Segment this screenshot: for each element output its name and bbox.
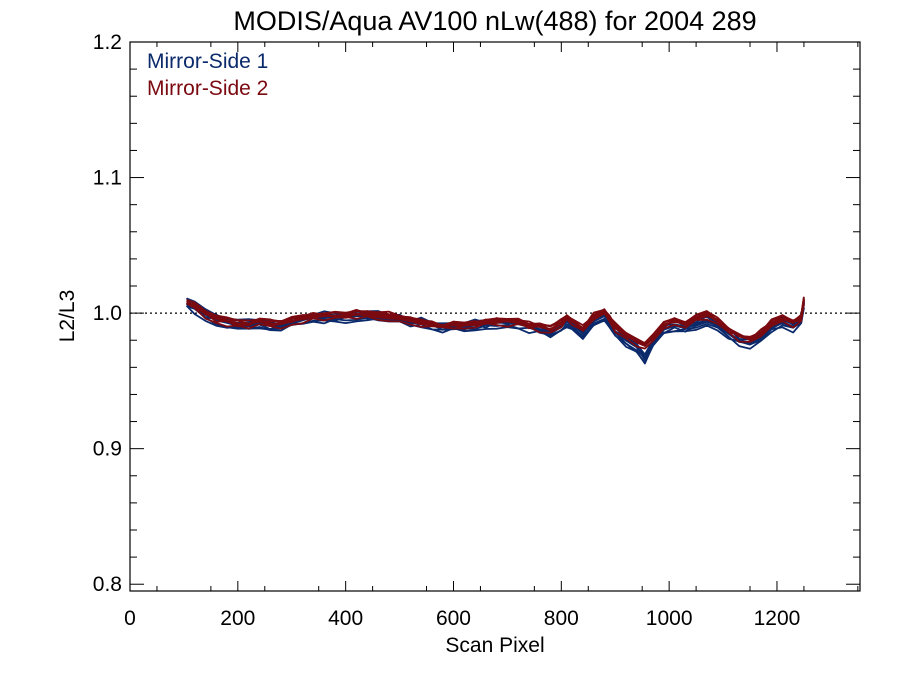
series-2 (186, 296, 806, 350)
y-tick-label: 1.2 (93, 31, 122, 54)
y-tick-label: 0.8 (93, 573, 122, 596)
tick-labels: 0 200 400 600 800 1000 1200 0.8 0.9 1.0 1.1 1.2 (93, 31, 801, 630)
x-tick-label: 1200 (754, 607, 801, 630)
series-line-2 (186, 302, 805, 350)
series-layer (185, 296, 806, 365)
x-axis-label: Scan Pixel (445, 634, 544, 657)
series-line-2 (186, 298, 805, 344)
series-1 (185, 297, 806, 365)
axis-ticks (129, 41, 860, 591)
x-tick-label: 1000 (646, 607, 693, 630)
legend-entry-mirror-side-2: Mirror-Side 2 (147, 77, 268, 100)
y-axis-label: L2/L3 (56, 290, 79, 343)
x-tick-label: 400 (328, 607, 363, 630)
plot-frame (129, 41, 861, 592)
x-tick-label: 600 (436, 607, 471, 630)
y-tick-label: 0.9 (93, 438, 122, 461)
x-tick-label: 800 (544, 607, 579, 630)
series-main-line-2 (186, 299, 806, 347)
legend-entry-mirror-side-1: Mirror-Side 1 (147, 50, 268, 73)
plot-border (129, 41, 861, 592)
legend: Mirror-Side 1 Mirror-Side 2 (147, 50, 268, 100)
x-tick-label: 200 (220, 607, 255, 630)
chart-title: MODIS/Aqua AV100 nLw(488) for 2004 289 (233, 6, 756, 36)
x-tick-label: 0 (124, 607, 136, 630)
y-tick-label: 1.1 (93, 167, 122, 190)
y-tick-label: 1.0 (93, 302, 122, 325)
